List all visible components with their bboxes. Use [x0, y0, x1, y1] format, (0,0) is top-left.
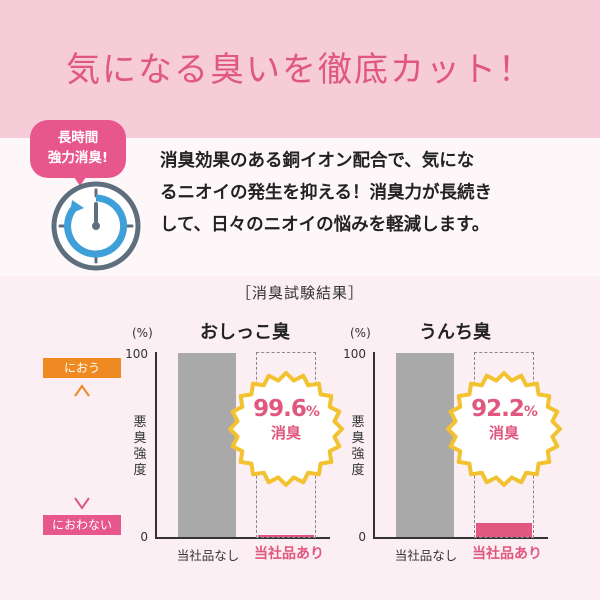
- chart2-ytick-100: 100: [343, 347, 366, 361]
- headline: 気になる臭いを徹底カット！: [66, 50, 534, 90]
- not-smelly-label: におわない: [43, 515, 121, 535]
- chart1-ytick-100: 100: [125, 347, 148, 361]
- chart1-ylabel: 悪臭強度: [133, 415, 147, 478]
- chart2-ytick-0: 0: [358, 530, 366, 544]
- chart1-callout: 99.6% 消臭: [226, 396, 346, 443]
- chart2-callout-unit: %: [523, 404, 538, 420]
- chart2-burst: [446, 371, 562, 487]
- double-arrow-icon: [74, 384, 90, 510]
- chart1-xlabel-with: 当社品あり: [254, 546, 324, 562]
- description-line1: 消臭効果のある銅イオン配合で、気にな: [160, 151, 475, 171]
- header-band: [0, 0, 600, 138]
- chart2-bar-without: [396, 353, 454, 537]
- chart2-xlabel-with: 当社品あり: [472, 546, 542, 562]
- chart2-callout-label: 消臭: [488, 424, 519, 442]
- chart1-y-axis: [155, 352, 157, 538]
- chart2-ylabel: 悪臭強度: [351, 415, 365, 478]
- chart1-callout-value: 99.6: [253, 396, 307, 422]
- chart1-title: おしっこ臭: [200, 322, 290, 343]
- chart2-callout: 92.2% 消臭: [444, 396, 564, 443]
- chart1-bar-with: [258, 535, 314, 537]
- chart1-burst: [228, 371, 344, 487]
- clock-icon: [51, 181, 141, 271]
- long-lasting-badge: 長時間 強力消臭!: [30, 120, 126, 186]
- description-line3: して、日々のニオイの悩みを軽減します。: [160, 215, 490, 235]
- chart1-callout-label: 消臭: [270, 424, 301, 442]
- chart2-xlabel-without: 当社品なし: [394, 548, 458, 563]
- chart2-title: うんち臭: [419, 322, 491, 343]
- badge-line2: 強力消臭!: [47, 150, 109, 166]
- description-line2: るニオイの発生を抑える！消臭力が長続き: [160, 183, 492, 203]
- smelly-label: におう: [43, 358, 121, 378]
- badge-line1: 長時間: [57, 130, 99, 146]
- chart1-x-axis: [155, 537, 330, 539]
- chart1-callout-unit: %: [305, 404, 320, 420]
- chart2-callout-value: 92.2: [471, 396, 525, 422]
- chart1-unit: (%): [132, 326, 153, 340]
- chart2-bar-with: [476, 522, 532, 537]
- description-text: 消臭効果のある銅イオン配合で、気にな るニオイの発生を抑える！消臭力が長続き し…: [160, 145, 580, 241]
- chart2-y-axis: [373, 352, 375, 538]
- results-title: ［消臭試験結果］: [235, 284, 364, 302]
- chart2-unit: (%): [350, 326, 371, 340]
- chart1-xlabel-without: 当社品なし: [176, 548, 240, 563]
- chart1-bar-without: [178, 353, 236, 537]
- chart1-ytick-0: 0: [140, 530, 148, 544]
- chart2-x-axis: [373, 537, 548, 539]
